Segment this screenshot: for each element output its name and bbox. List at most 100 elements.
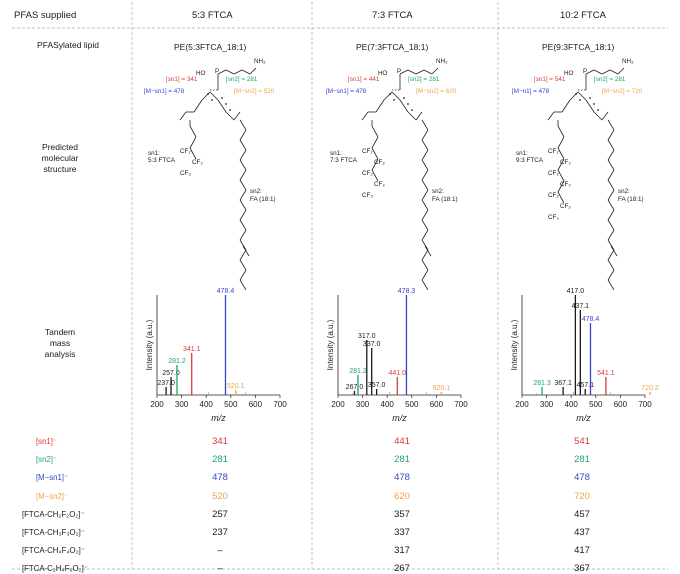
table-cell: 478 — [394, 472, 410, 484]
cleavage-dot — [579, 99, 581, 101]
bond — [607, 159, 615, 171]
sn1-label: 7:3 FTCA — [330, 157, 357, 164]
peak-label: 237.0 — [157, 380, 175, 387]
sn2-label: FA (18:1) — [250, 196, 276, 203]
table-cell: 341 — [212, 436, 228, 447]
bond — [421, 199, 429, 211]
bond — [421, 139, 429, 151]
ho-group: HO — [564, 70, 574, 77]
table-cell: 317 — [394, 545, 410, 557]
bond — [557, 147, 565, 160]
bond — [233, 69, 243, 75]
bond — [241, 69, 251, 75]
sn2-label: sn2: — [618, 188, 630, 195]
cleavage-dot — [393, 99, 395, 101]
m-sn2-annotation: [M−sn2] = 620 — [416, 88, 457, 95]
peak-label: 357.0 — [368, 382, 386, 389]
x-tick-label: 700 — [273, 400, 287, 409]
bond — [239, 249, 247, 261]
bond — [407, 69, 417, 75]
table-cell: 257 — [212, 508, 228, 520]
molecule-skeleton — [361, 67, 439, 290]
bond — [209, 91, 219, 101]
cf2-group: CF₂ — [362, 148, 373, 155]
peak-label: 337.0 — [363, 341, 381, 348]
bond — [415, 69, 425, 75]
bond — [249, 67, 257, 75]
bond — [601, 69, 611, 75]
sn1-annotation: [sn1] = 441 — [348, 76, 380, 83]
cf2-group: CF₂ — [374, 159, 385, 166]
x-tick-label: 300 — [175, 400, 189, 409]
row-label-structure-line: molecular — [41, 153, 79, 163]
table-row-label: [M−sn1]⁻ — [36, 473, 69, 483]
peak-label: 367.1 — [554, 380, 572, 387]
molecule-skeleton — [547, 67, 625, 290]
x-tick-label: 500 — [224, 400, 238, 409]
cf2-group: CF₂ — [560, 203, 571, 210]
bond — [239, 199, 247, 211]
header-row-label: PFAS supplied — [14, 10, 77, 21]
peak-label: 478.3 — [398, 288, 416, 295]
bond — [423, 69, 433, 75]
bond — [607, 149, 615, 161]
bond — [239, 229, 247, 241]
peak-label: 281.2 — [349, 368, 367, 375]
peak-label: 478.4 — [217, 288, 235, 295]
bond — [421, 239, 429, 251]
x-axis-label: m/z — [211, 413, 226, 423]
peak-label: 317.0 — [358, 333, 376, 340]
bond — [239, 279, 247, 290]
bond — [421, 149, 429, 161]
sn1-label: sn1: — [516, 150, 528, 157]
cf3-group: CF₃ — [180, 170, 191, 177]
cf2-group: CF₂ — [374, 181, 385, 188]
cleavage-dot — [589, 97, 591, 99]
x-tick-label: 200 — [331, 400, 345, 409]
bond — [607, 209, 615, 221]
x-tick-label: 600 — [249, 400, 263, 409]
peak-label: 520.1 — [227, 383, 245, 390]
cleavage-dot — [207, 93, 209, 95]
bond — [225, 111, 235, 121]
y-axis-label: Intensity (a.u.) — [145, 319, 154, 370]
bond — [569, 91, 579, 101]
bond — [607, 249, 615, 261]
bond — [557, 191, 565, 204]
row-label-ms: Tandem mass analysis — [30, 327, 90, 360]
bond — [239, 169, 247, 181]
cleavage-dot — [593, 103, 595, 105]
bond — [593, 69, 603, 75]
bond — [383, 91, 393, 101]
table-cell: – — [217, 545, 223, 557]
peak-label: 417.0 — [567, 288, 585, 295]
table-cell: – — [217, 563, 223, 574]
peak-label: 437.1 — [572, 303, 590, 310]
bond — [557, 136, 565, 149]
bond — [607, 219, 615, 231]
header-col-5-3-ftca: 5:3 FTCA — [192, 10, 233, 21]
row-label-lipid: PFASylated lipid — [37, 40, 99, 50]
x-axis-label: m/z — [576, 413, 591, 423]
x-tick-label: 400 — [381, 400, 395, 409]
table-cell: 437 — [574, 527, 590, 538]
sn2-label: sn2: — [432, 188, 444, 195]
bond — [421, 129, 429, 141]
bond — [607, 189, 615, 201]
bond — [607, 259, 615, 271]
cf2-group: CF₂ — [548, 148, 559, 155]
sn1-label: sn1: — [330, 150, 342, 157]
peak-label: 341.1 — [183, 346, 201, 353]
peak-label: 541.1 — [597, 370, 615, 377]
m-sn2-annotation: [M−sn2] = 520 — [234, 88, 275, 95]
bond — [239, 239, 247, 251]
bond — [371, 147, 379, 160]
bond — [607, 179, 615, 191]
bond — [371, 169, 379, 182]
bond — [239, 269, 247, 281]
structure-panel: PE(7:3FTCA_18:1) [sn1] = 441 [sn2] = 281 [M… — [312, 30, 494, 290]
bond — [547, 111, 555, 121]
table-cell: 541 — [574, 436, 590, 447]
